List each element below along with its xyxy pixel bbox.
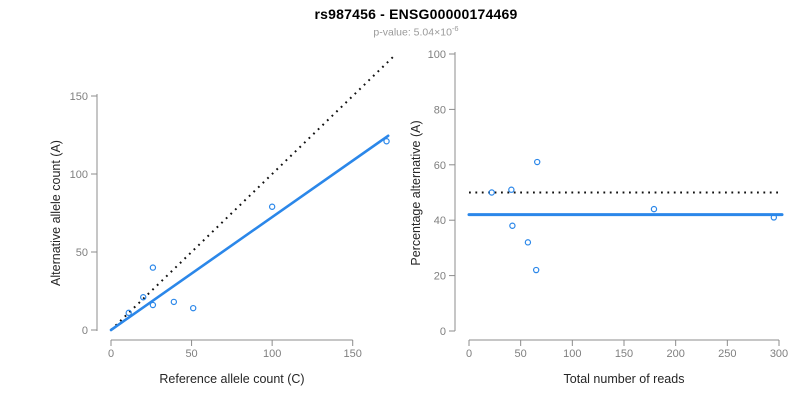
y-tick-label: 100: [70, 169, 88, 181]
x-tick-label: 150: [344, 348, 362, 360]
data-point: [524, 239, 532, 246]
data-point: [534, 158, 541, 166]
y-tick-label: 20: [434, 271, 446, 283]
data-point: [770, 214, 778, 221]
identity-line: [110, 56, 394, 331]
x-tick-label: 250: [718, 348, 736, 360]
percentage-vs-reads-plot: 0 20 40 60 80 100 0 50 100 150 200 250 300 Total numb…: [409, 49, 788, 386]
data-point: [383, 138, 390, 145]
y-axis-title: Percentage alternative (A): [409, 120, 423, 265]
x-tick-label: 50: [185, 348, 197, 360]
x-tick-label: 0: [466, 348, 472, 360]
data-point: [650, 205, 658, 213]
data-point: [488, 189, 495, 196]
data-point: [149, 301, 157, 309]
y-tick-label: 40: [434, 215, 446, 227]
allele-counts-plot: 0 50 100 150 0 50 100 150 Reference allele count…: [49, 56, 394, 386]
data-point: [149, 264, 157, 271]
y-tick-label: 100: [428, 49, 446, 61]
y-tick-label: 50: [76, 247, 88, 259]
y-tick-label: 0: [440, 326, 446, 338]
y-tick-label: 80: [434, 104, 446, 116]
x-tick-label: 50: [515, 348, 527, 360]
x-tick-label: 100: [263, 348, 281, 360]
x-axis-title: Total number of reads: [564, 372, 685, 386]
x-tick-label: 150: [615, 348, 633, 360]
x-axis-title: Reference allele count (C): [159, 372, 304, 386]
y-axis-title: Alternative allele count (A): [49, 140, 63, 286]
data-point: [140, 294, 147, 301]
fit-line: [109, 134, 390, 332]
data-point: [532, 266, 540, 274]
x-tick-label: 300: [770, 348, 788, 360]
y-tick-label: 0: [82, 325, 88, 337]
x-tick-label: 200: [666, 348, 684, 360]
data-point: [268, 203, 276, 210]
x-tick-label: 0: [108, 348, 114, 360]
data-point: [509, 222, 516, 229]
data-point: [125, 309, 132, 317]
data-point: [189, 304, 197, 312]
y-tick-label: 60: [434, 160, 446, 172]
data-point: [508, 186, 515, 193]
data-point: [170, 298, 178, 306]
x-tick-label: 100: [563, 348, 581, 360]
y-tick-label: 150: [70, 91, 88, 103]
